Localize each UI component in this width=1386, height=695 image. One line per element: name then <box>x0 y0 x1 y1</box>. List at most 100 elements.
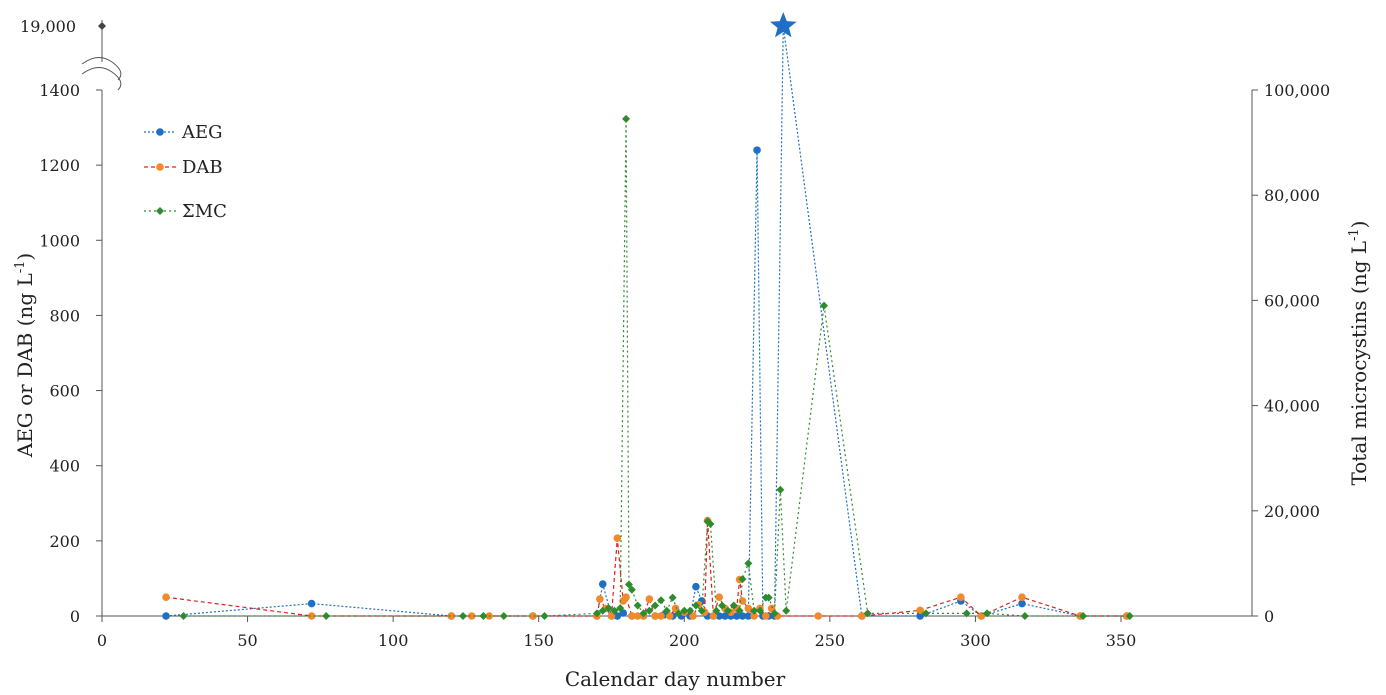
axes: 0 50 100 150 200 250 300 350 19,000 0 200 400 600 800… <box>20 17 1330 650</box>
data-point-dab <box>307 612 316 620</box>
data-point-aeg <box>162 612 170 620</box>
data-point-mc <box>633 601 642 610</box>
data-point-dab <box>596 595 604 603</box>
data-point-dab <box>744 604 753 613</box>
data-point-aeg <box>1018 599 1026 608</box>
data-point-dab <box>162 593 170 602</box>
data-point-mc <box>459 612 468 620</box>
y-tick-label: 1000 <box>39 231 80 250</box>
data-point-mc <box>479 612 488 620</box>
y2-tick-label: 100,000 <box>1264 81 1330 100</box>
data-point-mc <box>662 606 671 615</box>
y-tick-label: 400 <box>49 457 80 476</box>
data-point-dab <box>613 534 622 543</box>
y-tick-label: 1400 <box>39 81 80 100</box>
data-point-aeg <box>613 612 622 620</box>
data-point-dab <box>689 612 697 620</box>
data-point-mc <box>179 612 188 620</box>
data-point-aeg <box>721 612 729 620</box>
legend-label-aeg: AEG <box>181 122 223 143</box>
series-mc <box>179 114 1134 620</box>
data-point-mc <box>782 606 791 615</box>
data-point-dab <box>715 593 724 602</box>
data-point-mc <box>1020 612 1029 620</box>
data-point-dab <box>761 612 770 620</box>
legend-label-dab: DAB <box>182 157 223 178</box>
data-point-mc <box>651 601 660 610</box>
data-point-mc <box>1125 612 1134 620</box>
y2-tick-label: 40,000 <box>1264 397 1320 416</box>
data-point-dab <box>651 612 659 620</box>
data-point-mc <box>776 485 785 494</box>
data-point-dab <box>633 612 642 620</box>
x-tick-label: 150 <box>523 631 554 650</box>
data-point-dab <box>622 593 630 602</box>
data-point-mc <box>820 301 829 310</box>
data-point-mc <box>706 519 715 528</box>
data-point-mc <box>499 612 508 620</box>
data-point-dab <box>607 612 616 620</box>
data-point-dab <box>738 597 747 605</box>
data-point-mc <box>592 609 601 618</box>
series-line-mc <box>183 118 1130 617</box>
data-point-mc <box>627 585 636 594</box>
series-layer <box>162 12 1134 620</box>
data-point-dab <box>447 612 456 620</box>
data-point-dab <box>657 612 665 620</box>
legend-item-dab: DAB <box>144 157 223 178</box>
data-point-dab <box>645 595 654 603</box>
data-point-mc <box>735 606 744 615</box>
data-point-dab <box>977 612 986 620</box>
data-point-aeg <box>598 580 607 588</box>
data-point-mc <box>639 609 648 618</box>
y2-tick-label: 60,000 <box>1264 291 1320 310</box>
y-tick-label: 800 <box>49 306 80 325</box>
data-point-mc <box>674 609 683 618</box>
x-tick-label: 250 <box>815 631 846 650</box>
data-point-aeg <box>916 612 924 620</box>
series-line-aeg <box>165 25 1127 617</box>
legend-marker-dab <box>156 163 164 171</box>
data-point-dab <box>750 612 758 620</box>
data-point-dab <box>628 612 636 620</box>
x-axis-title: Calendar day number <box>565 667 786 691</box>
data-point-mc <box>616 604 625 613</box>
data-point-dab <box>709 612 718 620</box>
y-tick-label: 0 <box>70 607 80 626</box>
y2-tick-label: 80,000 <box>1264 186 1320 205</box>
series-aeg <box>162 25 1131 620</box>
data-point-mc <box>624 580 633 589</box>
y2-axis-title: Total microcystins (ng L-1) <box>1347 220 1371 485</box>
y-axis-title: AEG or DAB (ng L-1) <box>13 253 37 458</box>
x-tick-label: 50 <box>237 631 257 650</box>
data-point-aeg <box>732 612 741 620</box>
data-point-aeg <box>744 612 753 620</box>
y-tick-label: 1200 <box>39 156 80 175</box>
data-point-mc <box>610 606 619 615</box>
data-point-mc <box>686 606 695 615</box>
data-point-dab <box>1018 593 1026 602</box>
data-point-dab <box>916 606 924 615</box>
data-point-mc <box>962 609 971 618</box>
data-point-mc <box>645 606 654 615</box>
data-point-mc <box>921 609 930 618</box>
data-point-aeg <box>692 582 700 591</box>
y2-tick-label: 20,000 <box>1264 502 1320 521</box>
x-tick-label: 0 <box>97 631 107 650</box>
legend-marker-aeg <box>156 128 164 136</box>
y-tick-label: 600 <box>49 382 80 401</box>
y-tick-label: 200 <box>49 532 80 551</box>
y-break-label: 19,000 <box>20 17 76 36</box>
data-point-mc <box>729 601 738 610</box>
break-marker <box>98 22 106 30</box>
data-point-mc <box>604 604 613 613</box>
data-point-mc <box>770 609 779 618</box>
data-point-mc <box>750 606 759 615</box>
axis-break-mark <box>81 57 122 81</box>
x-tick-label: 100 <box>378 631 409 650</box>
data-point-dab <box>665 612 674 620</box>
data-point-dab <box>467 612 476 620</box>
data-point-dab <box>858 612 866 620</box>
legend-label-mc: ΣMC <box>182 201 227 222</box>
